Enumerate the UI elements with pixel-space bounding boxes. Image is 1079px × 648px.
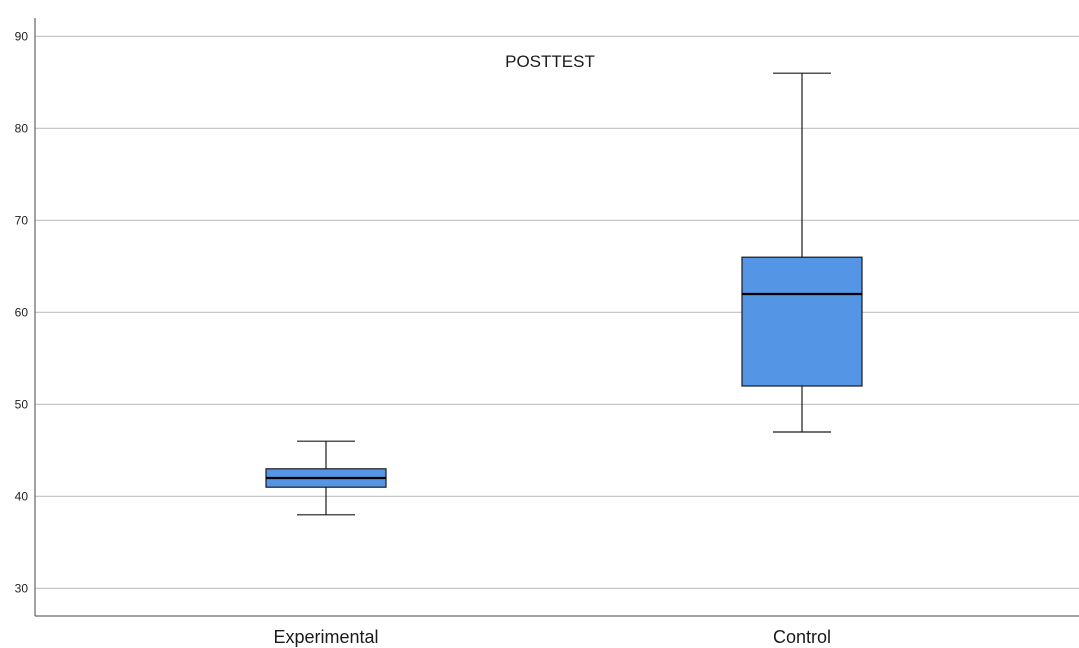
box-group-experimental bbox=[265, 440, 387, 516]
y-tick-label: 90 bbox=[15, 29, 29, 43]
y-axis-tick-labels: 30 40 50 60 70 80 90 bbox=[15, 29, 29, 595]
x-category-label: Experimental bbox=[273, 627, 378, 647]
y-tick-label: 70 bbox=[15, 213, 29, 227]
chart-title: POSTTEST bbox=[505, 52, 595, 71]
x-category-label: Control bbox=[773, 627, 831, 647]
x-axis-category-labels: Experimental Control bbox=[273, 627, 831, 647]
y-tick-label: 50 bbox=[15, 397, 29, 411]
boxes bbox=[265, 72, 863, 516]
y-tick-label: 60 bbox=[15, 305, 29, 319]
y-tick-label: 80 bbox=[15, 121, 29, 135]
gridlines bbox=[35, 35, 1079, 590]
box-group-control bbox=[741, 72, 863, 433]
y-tick-label: 40 bbox=[15, 489, 29, 503]
interquartile-box bbox=[741, 256, 863, 387]
y-tick-label: 30 bbox=[15, 581, 29, 595]
